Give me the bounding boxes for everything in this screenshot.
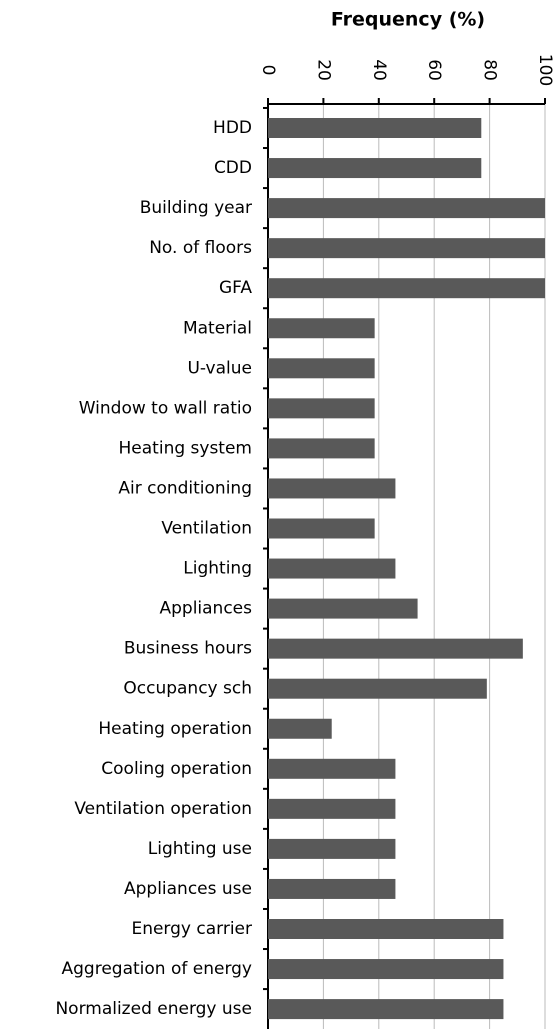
x-tick-label: 60 bbox=[424, 59, 444, 81]
bar bbox=[268, 798, 396, 819]
x-tick-label: 40 bbox=[369, 59, 389, 81]
y-tick-label: Ventilation bbox=[161, 519, 252, 539]
y-tick-label: U-value bbox=[187, 358, 252, 378]
y-tick-label: HDD bbox=[213, 118, 252, 138]
y-tick-label: Appliances use bbox=[124, 879, 252, 899]
y-tick-label: Business hours bbox=[124, 639, 252, 659]
x-tick-label: 100 bbox=[535, 54, 555, 86]
y-tick-label: Normalized energy use bbox=[55, 999, 252, 1019]
bar bbox=[268, 158, 482, 179]
bar bbox=[268, 558, 396, 579]
bar bbox=[268, 278, 545, 299]
y-tick-label: Heating system bbox=[119, 438, 252, 458]
bar bbox=[268, 678, 487, 699]
y-tick-label: Lighting bbox=[183, 559, 252, 579]
bar bbox=[268, 518, 375, 539]
x-axis-title: Frequency (%) bbox=[331, 9, 485, 31]
bar bbox=[268, 999, 504, 1020]
bar bbox=[268, 238, 545, 259]
y-tick-label: Material bbox=[183, 318, 252, 338]
x-tick-label: 20 bbox=[313, 59, 333, 81]
bar bbox=[268, 919, 504, 939]
bar bbox=[268, 959, 504, 980]
bar bbox=[268, 638, 523, 659]
bar bbox=[268, 398, 375, 419]
bar bbox=[268, 718, 332, 739]
y-tick-label: GFA bbox=[219, 278, 252, 298]
bar bbox=[268, 838, 396, 859]
bar bbox=[268, 198, 545, 219]
y-tick-label: Appliances bbox=[159, 599, 252, 619]
y-tick-label: Ventilation operation bbox=[74, 799, 252, 819]
y-tick-label: Cooling operation bbox=[101, 759, 252, 779]
bar bbox=[268, 878, 396, 899]
y-tick-label: Air conditioning bbox=[118, 478, 252, 498]
bar bbox=[268, 758, 396, 779]
y-tick-label: Window to wall ratio bbox=[79, 398, 252, 418]
bar bbox=[268, 438, 375, 459]
x-tick-label: 80 bbox=[480, 59, 500, 81]
y-tick-label: Building year bbox=[140, 198, 252, 218]
y-tick-label: Aggregation of energy bbox=[62, 959, 253, 979]
y-tick-label: Heating operation bbox=[98, 719, 252, 739]
y-tick-label: Occupancy sch bbox=[123, 679, 252, 699]
y-tick-label: No. of floors bbox=[149, 238, 252, 258]
bar bbox=[268, 318, 375, 339]
y-tick-label: CDD bbox=[214, 158, 252, 178]
x-tick-label: 0 bbox=[258, 65, 278, 76]
bar bbox=[268, 598, 418, 619]
bar bbox=[268, 478, 396, 499]
bar bbox=[268, 358, 375, 379]
bar bbox=[268, 118, 482, 138]
y-tick-label: Lighting use bbox=[148, 839, 252, 859]
y-tick-label: Energy carrier bbox=[131, 919, 252, 939]
